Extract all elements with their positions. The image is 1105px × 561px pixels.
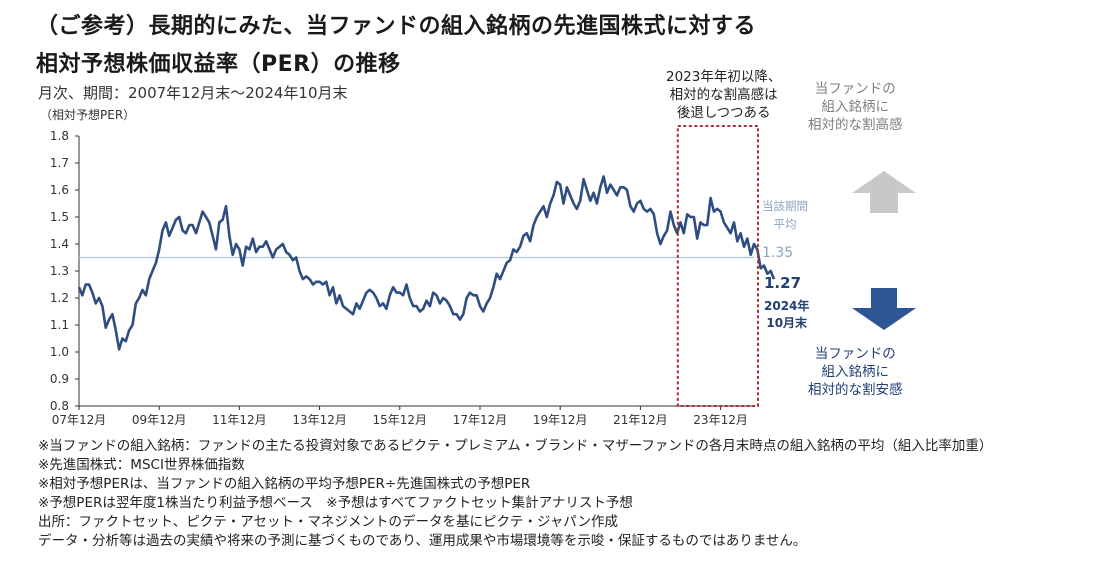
- highlight-period-rect: [676, 125, 759, 407]
- axes: 0.8 0.9 1.0 1.1 1.2 1.3 1.4 1.5 1.6 1.7 1.8 07年12月 0…: [50, 129, 754, 427]
- period-annotation-line: 後退しつつある: [676, 105, 771, 121]
- x-tick-label: 09年12月: [132, 413, 187, 427]
- subtitle: 月次、期間：2007年12月末～2024年10月末: [38, 84, 348, 102]
- y-tick-label: 1.6: [50, 183, 69, 197]
- current-date-line: 10月末: [766, 316, 808, 330]
- x-tick-label: 21年12月: [613, 413, 668, 427]
- up-arrow-icon: [852, 171, 916, 213]
- x-tick-label: 23年12月: [693, 413, 748, 427]
- x-tick-label: 07年12月: [52, 413, 107, 427]
- y-tick-label: 1.0: [50, 345, 69, 359]
- y-tick-label: 0.9: [50, 372, 69, 386]
- overvalued-annotation-line: 当ファンドの: [814, 81, 896, 97]
- footnote: データ・分析等は過去の実績や将来の予測に基づくものであり、運用成果や市場環境等を…: [38, 533, 807, 549]
- overvalued-annotation-line: 相対的な割高感: [808, 117, 903, 133]
- period-annotation: 2023年年初以降、 相対的な割高感は 後退しつつある: [666, 68, 781, 122]
- y-tick-label: 1.1: [50, 318, 69, 332]
- current-value: 1.27: [764, 274, 802, 292]
- y-tick-label: 1.5: [50, 210, 69, 224]
- y-axis-label: （相対予想PER）: [40, 108, 136, 122]
- per-series: [77, 175, 776, 351]
- highlight-period-box: [676, 125, 759, 407]
- average-label-line: 当該期間: [762, 199, 808, 213]
- y-tick-label: 0.8: [50, 399, 69, 413]
- footnote: 出所：ファクトセット、ピクテ・アセット・マネジメントのデータを基にピクテ・ジャパ…: [38, 514, 618, 530]
- down-arrow-icon: [852, 288, 916, 330]
- average-label-line: 平均: [773, 217, 797, 231]
- title-line1: （ご参考）長期的にみた、当ファンドの組入銘柄の先進国株式に対する: [36, 14, 757, 39]
- x-tick-label: 17年12月: [453, 413, 508, 427]
- overvalued-annotation: 当ファンドの 組入銘柄に 相対的な割高感: [808, 80, 903, 134]
- x-tick-label: 11年12月: [212, 413, 267, 427]
- undervalued-annotation-line: 相対的な割安感: [808, 382, 903, 398]
- y-tick-label: 1.4: [50, 237, 69, 251]
- y-tick-label: 1.8: [50, 129, 69, 143]
- undervalued-annotation-line: 当ファンドの: [814, 346, 896, 362]
- arrows: [852, 171, 916, 330]
- average-label: 当該期間 平均: [762, 197, 808, 233]
- y-tick-label: 1.2: [50, 291, 69, 305]
- average-value: 1.35: [762, 245, 794, 261]
- overvalued-annotation-line: 組入銘柄に: [821, 99, 890, 115]
- y-tick-label: 1.3: [50, 264, 69, 278]
- period-annotation-line: 相対的な割高感は: [669, 87, 778, 103]
- footnote: ※予想PERは翌年度1株当たり利益予想ベース ※予想はすべてファクトセット集計ア…: [38, 495, 633, 511]
- x-tick-label: 13年12月: [292, 413, 347, 427]
- x-tick-label: 15年12月: [373, 413, 428, 427]
- per-line: [77, 175, 776, 351]
- undervalued-annotation: 当ファンドの 組入銘柄に 相対的な割安感: [808, 345, 903, 399]
- current-date-line: 2024年: [764, 299, 810, 313]
- footnote: ※当ファンドの組入銘柄：ファンドの主たる投資対象であるピクテ・プレミアム・ブラン…: [38, 438, 993, 454]
- period-annotation-line: 2023年年初以降、: [666, 69, 782, 85]
- y-tick-label: 1.7: [50, 156, 69, 170]
- undervalued-annotation-line: 組入銘柄に: [821, 364, 890, 380]
- footnotes: ※当ファンドの組入銘柄：ファンドの主たる投資対象であるピクテ・プレミアム・ブラン…: [38, 437, 992, 551]
- x-tick-label: 19年12月: [533, 413, 588, 427]
- footnote: ※先進国株式：MSCI世界株価指数: [38, 457, 245, 473]
- footnote: ※相対予想PERは、当ファンドの組入銘柄の平均予想PER÷先進国株式の予想PER: [38, 476, 531, 492]
- current-date-label: 2024年 10月末: [764, 298, 809, 332]
- title-line2: 相対予想株価収益率（PER）の推移: [36, 52, 401, 77]
